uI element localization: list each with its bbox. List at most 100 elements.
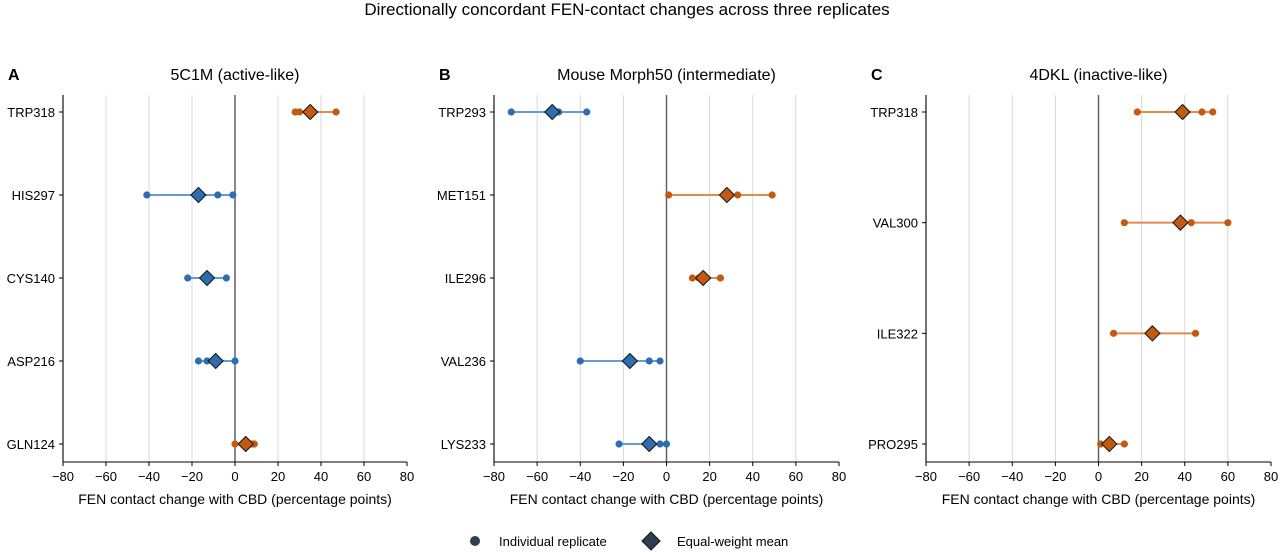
x-tick-label: 0 [663, 469, 670, 484]
replicate-point [295, 108, 304, 116]
replicate-point [222, 274, 230, 282]
mean-marker [198, 269, 216, 287]
replicate-point [688, 274, 696, 282]
y-tick-label: HIS297 [12, 188, 55, 203]
legend-mean-label: Equal-weight mean [677, 534, 788, 549]
mean-marker [301, 103, 319, 121]
y-tick-label: GLN124 [7, 437, 55, 452]
mean-marker [237, 435, 255, 453]
y-tick-label: ASP216 [7, 354, 55, 369]
x-tick-label: −80 [483, 469, 505, 484]
mean-marker [190, 186, 207, 204]
replicate-point [203, 357, 211, 365]
replicate-point [1191, 329, 1200, 337]
x-axis-label: FEN contact change with CBD (percentage … [942, 491, 1256, 507]
y-tick-label: VAL236 [441, 354, 486, 369]
replicate-point [656, 357, 664, 365]
y-tick-label: CYS140 [7, 271, 55, 286]
x-tick-label: 80 [400, 469, 414, 484]
replicate-point [645, 357, 653, 365]
replicate-point [194, 357, 203, 365]
y-tick-label: TRP318 [7, 105, 55, 120]
x-tick-label: 40 [1178, 469, 1192, 484]
x-tick-label: 20 [702, 469, 716, 484]
x-tick-label: 60 [789, 469, 803, 484]
panel-label: B [439, 67, 451, 84]
y-tick-label: TRP318 [870, 105, 918, 120]
mean-marker [694, 269, 712, 287]
replicate-point [1187, 219, 1195, 227]
replicate-point [1097, 440, 1105, 448]
x-tick-label: 60 [357, 469, 371, 484]
replicate-point [1120, 440, 1128, 448]
replicate-point [231, 357, 239, 365]
panel-A: A 5C1M (active-like) −80 −60 −40 −20 0 20 40 60 80… [7, 67, 415, 507]
replicate-point [583, 108, 591, 116]
replicate-point [143, 191, 151, 199]
mean-marker [1174, 103, 1191, 121]
x-tick-label: −60 [958, 469, 980, 484]
replicate-point [1120, 219, 1128, 227]
replicate-point [214, 191, 222, 199]
replicate-point [768, 191, 776, 199]
replicate-point [615, 440, 623, 448]
x-tick-label: −80 [915, 469, 937, 484]
y-tick-label: PRO295 [868, 437, 918, 452]
x-tick-label: −20 [612, 469, 634, 484]
x-tick-label: 60 [1221, 469, 1235, 484]
x-tick-label: −60 [526, 469, 548, 484]
panel-title: 5C1M (active-like) [171, 67, 300, 84]
mean-marker [1144, 325, 1161, 342]
y-tick-label: LYS233 [441, 437, 486, 452]
x-axis-label: FEN contact change with CBD (percentage … [78, 491, 392, 507]
panel-label: A [8, 67, 20, 84]
x-tick-label: −40 [1001, 469, 1023, 484]
x-tick-label: −80 [52, 469, 74, 484]
panel-title: 4DKL (inactive-like) [1029, 67, 1167, 84]
legend-replicate-label: Individual replicate [499, 534, 607, 549]
x-tick-label: −20 [181, 469, 203, 484]
mean-marker [1101, 435, 1118, 453]
x-tick-label: 40 [314, 469, 328, 484]
panel-C: C 4DKL (inactive-like) −80 −60 −40 −20 0 20 40 60… [868, 67, 1278, 507]
y-tick-label: ILE296 [445, 271, 486, 286]
replicate-point [1224, 219, 1232, 227]
replicate-point [662, 440, 671, 448]
x-tick-label: 20 [271, 469, 285, 484]
x-tick-label: 40 [746, 469, 760, 484]
figure-title: Directionally concordant FEN-contact cha… [364, 0, 889, 19]
panel-label: C [871, 67, 883, 84]
x-tick-label: −60 [95, 469, 117, 484]
y-tick-label: MET151 [437, 188, 486, 203]
legend-mean-marker [641, 531, 661, 551]
x-tick-label: −20 [1044, 469, 1066, 484]
panel-title: Mouse Morph50 (intermediate) [557, 67, 776, 84]
x-tick-label: −40 [569, 469, 591, 484]
legend: Individual replicate Equal-weight mean [470, 531, 788, 551]
replicate-point [184, 274, 192, 282]
replicate-point [734, 191, 742, 199]
mean-marker [718, 186, 736, 204]
y-tick-label: VAL300 [873, 216, 918, 231]
x-tick-label: 20 [1134, 469, 1148, 484]
replicate-point [1198, 108, 1206, 116]
y-tick-label: ILE322 [877, 326, 918, 341]
replicate-point [1133, 108, 1141, 116]
x-tick-label: 0 [231, 469, 238, 484]
legend-replicate-marker [470, 536, 480, 546]
replicate-point [507, 108, 515, 116]
replicate-point [250, 440, 258, 448]
mean-marker [640, 435, 658, 453]
replicate-point [716, 274, 725, 282]
panels: A 5C1M (active-like) −80 −60 −40 −20 0 20 40 60 80… [7, 67, 1279, 507]
x-tick-label: 80 [1264, 469, 1278, 484]
x-tick-label: 0 [1095, 469, 1102, 484]
panel-B: B Mouse Morph50 (intermediate) −80 −60 −40 −2… [437, 67, 846, 507]
replicate-point [576, 357, 584, 365]
mean-marker [1172, 214, 1189, 231]
mean-marker [543, 103, 561, 121]
replicate-point [1109, 329, 1118, 337]
replicate-point [229, 191, 237, 199]
y-tick-label: TRP293 [438, 105, 486, 120]
